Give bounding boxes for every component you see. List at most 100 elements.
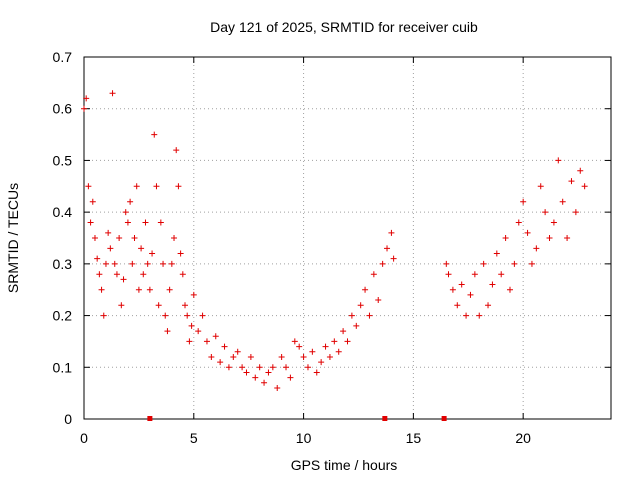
data-point	[252, 374, 259, 381]
data-point	[335, 348, 342, 355]
data-point	[511, 260, 518, 267]
gap-marker	[441, 416, 447, 421]
data-point	[109, 90, 116, 97]
data-point	[120, 276, 127, 283]
data-point	[89, 198, 96, 205]
data-point	[331, 338, 338, 345]
data-point	[515, 219, 522, 226]
data-point	[480, 260, 487, 267]
data-point	[142, 219, 149, 226]
y-tick-label: 0.7	[53, 49, 73, 65]
data-point	[234, 348, 241, 355]
x-axis: 0 5 10 15 20	[80, 57, 531, 446]
data-points	[81, 90, 588, 391]
data-point	[269, 364, 276, 371]
x-tick-label: 15	[406, 430, 422, 446]
data-point	[85, 183, 92, 190]
x-tick-label: 20	[515, 430, 531, 446]
data-point	[502, 235, 509, 241]
data-point	[230, 353, 237, 360]
data-point	[528, 260, 535, 267]
data-point	[498, 271, 505, 278]
data-point	[476, 312, 483, 319]
data-point	[326, 353, 333, 360]
data-point	[153, 183, 160, 190]
data-point	[506, 286, 513, 293]
data-point	[186, 338, 193, 345]
data-point	[533, 245, 540, 252]
data-point	[296, 343, 303, 350]
data-point	[467, 291, 474, 298]
data-point	[454, 302, 461, 309]
data-point	[278, 353, 285, 360]
data-point	[489, 281, 496, 288]
data-point	[247, 353, 254, 360]
data-point	[261, 379, 268, 386]
data-point	[221, 343, 228, 350]
data-point	[164, 328, 171, 335]
data-point	[127, 198, 134, 205]
grid	[84, 57, 611, 419]
data-point	[94, 255, 101, 262]
data-point	[542, 209, 549, 216]
data-point	[171, 235, 178, 241]
data-point	[485, 302, 492, 309]
data-point	[370, 271, 377, 278]
data-point	[160, 260, 167, 267]
data-point	[581, 183, 588, 190]
data-point	[572, 209, 579, 216]
data-point	[443, 260, 450, 267]
data-point	[550, 219, 557, 226]
data-point	[458, 281, 465, 288]
data-point	[568, 178, 575, 185]
x-tick-label: 5	[190, 430, 198, 446]
data-point	[256, 364, 263, 371]
data-point	[357, 302, 364, 309]
data-point	[166, 286, 173, 293]
y-tick-label: 0.1	[53, 359, 73, 375]
data-point	[577, 167, 584, 174]
data-point	[203, 338, 210, 345]
data-point	[182, 302, 189, 309]
data-point	[100, 312, 107, 319]
data-point	[91, 235, 98, 241]
data-point	[168, 260, 175, 267]
data-point	[83, 95, 90, 102]
data-point	[390, 255, 397, 262]
data-point	[559, 198, 566, 205]
data-point	[243, 369, 250, 376]
x-tick-label: 0	[80, 430, 88, 446]
data-point	[445, 271, 452, 278]
data-point	[116, 235, 123, 241]
data-point	[122, 209, 129, 216]
data-point	[135, 286, 142, 293]
data-point	[208, 353, 215, 360]
y-tick-label: 0.3	[53, 256, 73, 272]
data-point	[173, 147, 180, 154]
data-point	[151, 131, 158, 138]
data-point	[348, 312, 355, 319]
data-point	[300, 353, 307, 360]
x-tick-label: 10	[296, 430, 312, 446]
data-point	[140, 271, 147, 278]
data-point	[546, 235, 553, 241]
data-point	[471, 271, 478, 278]
data-point	[564, 235, 571, 241]
data-point	[449, 286, 456, 293]
data-gap-markers	[147, 416, 447, 421]
data-point	[107, 245, 114, 252]
data-point	[190, 291, 197, 298]
gap-marker	[147, 416, 153, 421]
data-point	[157, 219, 164, 226]
data-point	[283, 364, 290, 371]
data-point	[81, 105, 87, 112]
x-axis-label: GPS time / hours	[291, 457, 398, 473]
data-point	[124, 219, 131, 226]
data-point	[225, 364, 232, 371]
data-point	[133, 183, 140, 190]
data-point	[102, 260, 109, 267]
data-point	[388, 229, 395, 236]
data-point	[463, 312, 470, 319]
plot-frame	[83, 56, 612, 420]
